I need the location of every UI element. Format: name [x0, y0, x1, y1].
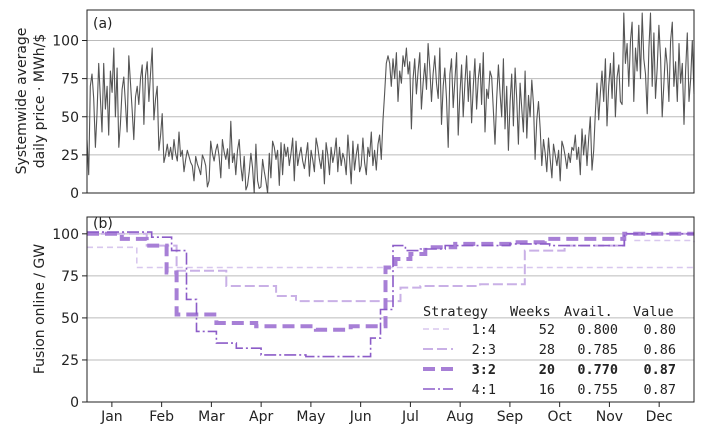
- panel-a-grid: [87, 40, 694, 194]
- series-line-3-2: [87, 231, 694, 332]
- legend-weeks-2-3: 28: [539, 342, 555, 358]
- legend-value-4-1: 0.87: [643, 382, 676, 398]
- legend-header-avail: Avail.: [564, 304, 613, 320]
- panel-b-y-tick-label: 0: [70, 395, 79, 411]
- legend-rows: 1:4 52 0.800 0.80 2:3 28 0.785 0.86 3:2 20 0.770 0.…: [423, 322, 676, 398]
- panel-a-frame: [86, 9, 695, 194]
- panel-b-x-tick-label: Jun: [349, 409, 372, 425]
- legend-value-3-2: 0.87: [643, 362, 676, 378]
- series-line-4-1: [87, 231, 694, 358]
- legend-weeks-4-1: 16: [539, 382, 555, 398]
- legend-avail-1-4: 0.800: [577, 322, 618, 338]
- legend-avail-4-1: 0.755: [577, 382, 618, 398]
- legend-header-weeks: Weeks: [510, 304, 551, 320]
- panel-a-y-tick-label: 75: [61, 72, 79, 88]
- panel-b-x-tick-label: May: [296, 409, 325, 425]
- legend-value-1-4: 0.80: [643, 322, 676, 338]
- panel-a: 0 25 50 75 100 (a) Systemwide average daily …: [14, 9, 695, 202]
- panel-b-x-tick-label: Nov: [596, 409, 623, 425]
- panel-b-x-tick-label: Apr: [249, 409, 273, 425]
- series-line-1-4: [87, 246, 694, 269]
- panel-b-frame: [86, 216, 695, 403]
- panel-b-label: (b): [93, 216, 113, 232]
- legend-header-strategy: Strategy: [423, 304, 488, 320]
- series-line-1-4-segment: [634, 239, 695, 243]
- panel-a-y-ticks: 0 25 50 75 100: [52, 34, 87, 202]
- panel-b-x-tick-label: Sep: [497, 409, 524, 425]
- legend-header-value: Value: [633, 304, 674, 320]
- legend-strategy-2-3: 2:3: [472, 342, 496, 358]
- panel-b-y-tick-label: 25: [61, 353, 79, 369]
- panel-b-y-ticks: 0 25 50 75 100: [52, 227, 87, 411]
- price-series-line: [86, 12, 695, 194]
- panel-b-y-axis-label: Fusion online / GW: [32, 244, 48, 374]
- panel-a-label: (a): [93, 16, 113, 32]
- panel-a-y-tick-label: 25: [61, 148, 79, 164]
- legend-value-2-3: 0.86: [643, 342, 676, 358]
- legend-strategy-3-2: 3:2: [472, 362, 496, 378]
- panel-b-x-tick-label: Mar: [198, 409, 225, 425]
- panel-a-y-axis-label-line-2: daily price · MWh/$: [32, 34, 48, 169]
- panel-b-x-ticks: Jan Feb Mar Apr May Jun Jul Aug Sep Oct Nov Dec: [100, 402, 673, 425]
- panel-b-x-tick-label: Jan: [100, 409, 123, 425]
- panel-a-y-axis-label: Systemwide average daily price · MWh/$: [14, 28, 48, 175]
- panel-b-x-tick-label: Aug: [446, 409, 473, 425]
- legend-weeks-3-2: 20: [539, 362, 555, 378]
- panel-b-y-tick-label: 75: [61, 269, 79, 285]
- legend-strategy-1-4: 1:4: [472, 322, 496, 338]
- legend-weeks-1-4: 52: [539, 322, 555, 338]
- panel-a-y-tick-label: 100: [52, 34, 79, 50]
- panel-a-y-axis-label-line-1: Systemwide average: [14, 28, 30, 175]
- panel-b-x-tick-label: Oct: [548, 409, 573, 425]
- panel-a-y-tick-label: 0: [70, 186, 79, 202]
- panel-b-x-tick-label: Jul: [401, 409, 419, 425]
- panel-b: 0 25 50 75 100 Jan Feb Mar Apr May Jun Jul Aug Sep Oc…: [32, 216, 695, 425]
- panel-b-x-tick-label: Dec: [646, 409, 673, 425]
- panel-b-x-tick-label: Feb: [149, 409, 174, 425]
- legend: Strategy Weeks Avail. Value 1:4 52 0.800 0.…: [423, 304, 676, 398]
- panel-b-y-tick-label: 50: [61, 311, 79, 327]
- legend-strategy-4-1: 4:1: [472, 382, 496, 398]
- legend-avail-2-3: 0.785: [577, 342, 618, 358]
- legend-avail-3-2: 0.770: [577, 362, 618, 378]
- panel-a-y-tick-label: 50: [61, 110, 79, 126]
- panel-b-y-tick-label: 100: [52, 227, 79, 243]
